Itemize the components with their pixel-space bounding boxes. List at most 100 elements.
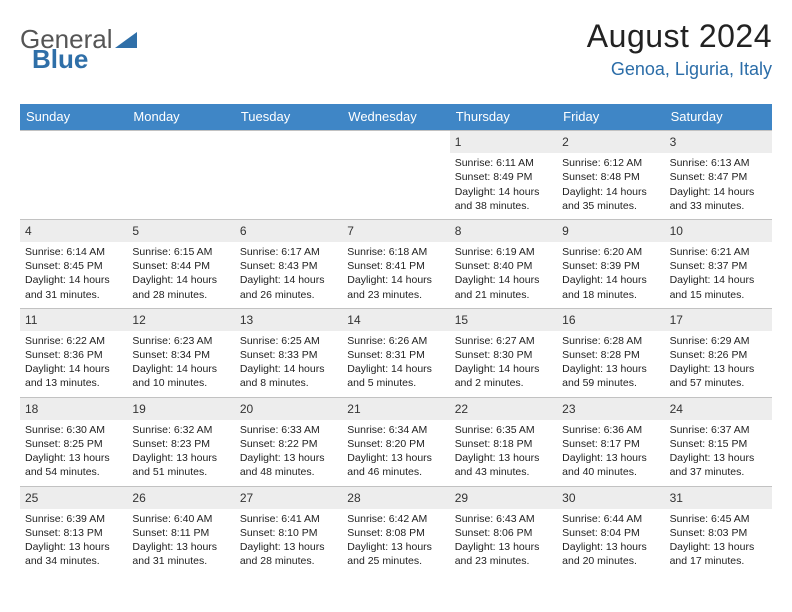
sunset-text: Sunset: 8:22 PM xyxy=(240,437,337,451)
sunset-text: Sunset: 8:43 PM xyxy=(240,259,337,273)
daylight-text: and 23 minutes. xyxy=(347,288,444,302)
daylight-text: and 26 minutes. xyxy=(240,288,337,302)
calendar-cell: 12Sunrise: 6:23 AMSunset: 8:34 PMDayligh… xyxy=(127,308,234,397)
sunrise-text: Sunrise: 6:30 AM xyxy=(25,423,122,437)
sunset-text: Sunset: 8:41 PM xyxy=(347,259,444,273)
sunrise-text: Sunrise: 6:22 AM xyxy=(25,334,122,348)
daylight-text: and 48 minutes. xyxy=(240,465,337,479)
brand-part2: Blue xyxy=(32,44,88,75)
daylight-text: and 23 minutes. xyxy=(455,554,552,568)
sunset-text: Sunset: 8:28 PM xyxy=(562,348,659,362)
calendar-cell: 31Sunrise: 6:45 AMSunset: 8:03 PMDayligh… xyxy=(665,486,772,575)
daylight-text: and 15 minutes. xyxy=(670,288,767,302)
day-number: 12 xyxy=(127,309,234,331)
sunrise-text: Sunrise: 6:17 AM xyxy=(240,245,337,259)
sunrise-text: Sunrise: 6:34 AM xyxy=(347,423,444,437)
sunrise-text: Sunrise: 6:42 AM xyxy=(347,512,444,526)
daylight-text: Daylight: 13 hours xyxy=(670,540,767,554)
calendar-cell: 1 Sunrise: 6:11 AMSunset: 8:49 PMDaylight… xyxy=(450,130,557,219)
calendar: SundayMondayTuesdayWednesdayThursdayFrid… xyxy=(20,104,772,574)
calendar-cell: 18Sunrise: 6:30 AMSunset: 8:25 PMDayligh… xyxy=(20,397,127,486)
calendar-cell: 15Sunrise: 6:27 AMSunset: 8:30 PMDayligh… xyxy=(450,308,557,397)
daylight-text: and 18 minutes. xyxy=(562,288,659,302)
calendar-cell: 4Sunrise: 6:14 AMSunset: 8:45 PMDaylight… xyxy=(20,219,127,308)
calendar-cell: 14Sunrise: 6:26 AMSunset: 8:31 PMDayligh… xyxy=(342,308,449,397)
sunrise-text: Sunrise: 6:43 AM xyxy=(455,512,552,526)
daylight-text: and 10 minutes. xyxy=(132,376,229,390)
day-number: 1 xyxy=(450,131,557,153)
day-number: 18 xyxy=(20,398,127,420)
daylight-text: and 35 minutes. xyxy=(562,199,659,213)
sunset-text: Sunset: 8:49 PM xyxy=(455,170,552,184)
sunset-text: Sunset: 8:31 PM xyxy=(347,348,444,362)
sunrise-text: Sunrise: 6:36 AM xyxy=(562,423,659,437)
sunrise-text: Sunrise: 6:37 AM xyxy=(670,423,767,437)
sunrise-text: Sunrise: 6:26 AM xyxy=(347,334,444,348)
daylight-text: and 8 minutes. xyxy=(240,376,337,390)
calendar-cell: 23Sunrise: 6:36 AMSunset: 8:17 PMDayligh… xyxy=(557,397,664,486)
sunrise-text: Sunrise: 6:32 AM xyxy=(132,423,229,437)
daylight-text: Daylight: 14 hours xyxy=(562,185,659,199)
calendar-cell: 22Sunrise: 6:35 AMSunset: 8:18 PMDayligh… xyxy=(450,397,557,486)
calendar-cell: 20Sunrise: 6:33 AMSunset: 8:22 PMDayligh… xyxy=(235,397,342,486)
daylight-text: and 21 minutes. xyxy=(455,288,552,302)
sunset-text: Sunset: 8:37 PM xyxy=(670,259,767,273)
calendar-cell: 5Sunrise: 6:15 AMSunset: 8:44 PMDaylight… xyxy=(127,219,234,308)
sunrise-text: Sunrise: 6:33 AM xyxy=(240,423,337,437)
day-number: 14 xyxy=(342,309,449,331)
daylight-text: and 33 minutes. xyxy=(670,199,767,213)
brand-triangle-icon xyxy=(115,24,137,55)
day-number: 11 xyxy=(20,309,127,331)
sunset-text: Sunset: 8:48 PM xyxy=(562,170,659,184)
calendar-cell-empty xyxy=(235,130,342,219)
daylight-text: and 5 minutes. xyxy=(347,376,444,390)
calendar-cell: 21Sunrise: 6:34 AMSunset: 8:20 PMDayligh… xyxy=(342,397,449,486)
weekday-header: Wednesday xyxy=(342,104,449,130)
weekday-header: Monday xyxy=(127,104,234,130)
day-number: 27 xyxy=(235,487,342,509)
sunrise-text: Sunrise: 6:21 AM xyxy=(670,245,767,259)
month-title: August 2024 xyxy=(587,18,772,55)
calendar-cell: 16Sunrise: 6:28 AMSunset: 8:28 PMDayligh… xyxy=(557,308,664,397)
sunset-text: Sunset: 8:30 PM xyxy=(455,348,552,362)
sunset-text: Sunset: 8:25 PM xyxy=(25,437,122,451)
sunset-text: Sunset: 8:45 PM xyxy=(25,259,122,273)
sunset-text: Sunset: 8:23 PM xyxy=(132,437,229,451)
daylight-text: Daylight: 13 hours xyxy=(455,540,552,554)
header: General August 2024 Genoa, Liguria, Ital… xyxy=(20,18,772,80)
daylight-text: and 25 minutes. xyxy=(347,554,444,568)
calendar-cell: 29Sunrise: 6:43 AMSunset: 8:06 PMDayligh… xyxy=(450,486,557,575)
sunrise-text: Sunrise: 6:11 AM xyxy=(455,156,552,170)
calendar-cell: 2Sunrise: 6:12 AMSunset: 8:48 PMDaylight… xyxy=(557,130,664,219)
daylight-text: Daylight: 14 hours xyxy=(455,185,552,199)
day-number: 17 xyxy=(665,309,772,331)
day-number: 22 xyxy=(450,398,557,420)
sunset-text: Sunset: 8:06 PM xyxy=(455,526,552,540)
day-number: 20 xyxy=(235,398,342,420)
sunset-text: Sunset: 8:04 PM xyxy=(562,526,659,540)
weekday-header: Sunday xyxy=(20,104,127,130)
daylight-text: and 37 minutes. xyxy=(670,465,767,479)
daylight-text: and 59 minutes. xyxy=(562,376,659,390)
sunset-text: Sunset: 8:26 PM xyxy=(670,348,767,362)
calendar-cell: 11Sunrise: 6:22 AMSunset: 8:36 PMDayligh… xyxy=(20,308,127,397)
sunrise-text: Sunrise: 6:15 AM xyxy=(132,245,229,259)
calendar-cell: 13Sunrise: 6:25 AMSunset: 8:33 PMDayligh… xyxy=(235,308,342,397)
day-number: 5 xyxy=(127,220,234,242)
daylight-text: Daylight: 14 hours xyxy=(455,362,552,376)
daylight-text: Daylight: 13 hours xyxy=(132,451,229,465)
sunrise-text: Sunrise: 6:29 AM xyxy=(670,334,767,348)
daylight-text: and 31 minutes. xyxy=(25,288,122,302)
sunrise-text: Sunrise: 6:23 AM xyxy=(132,334,229,348)
daylight-text: Daylight: 14 hours xyxy=(240,273,337,287)
sunset-text: Sunset: 8:40 PM xyxy=(455,259,552,273)
day-number: 19 xyxy=(127,398,234,420)
daylight-text: and 17 minutes. xyxy=(670,554,767,568)
calendar-grid: 1Sunrise: 6:11 AMSunset: 8:49 PMDaylight… xyxy=(20,130,772,574)
sunset-text: Sunset: 8:18 PM xyxy=(455,437,552,451)
daylight-text: Daylight: 14 hours xyxy=(347,273,444,287)
daylight-text: and 54 minutes. xyxy=(25,465,122,479)
day-number: 26 xyxy=(127,487,234,509)
day-number: 4 xyxy=(20,220,127,242)
calendar-cell: 25Sunrise: 6:39 AMSunset: 8:13 PMDayligh… xyxy=(20,486,127,575)
